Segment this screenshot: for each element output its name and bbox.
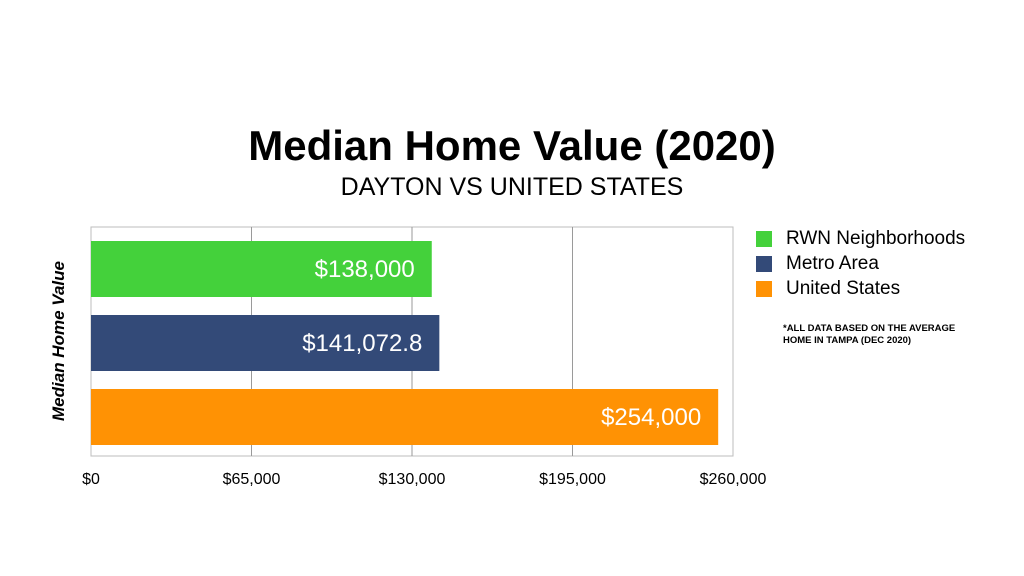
legend: RWN Neighborhoods Metro Area United Stat…: [756, 226, 1018, 301]
legend-item-rwn-neighborhoods: RWN Neighborhoods: [756, 226, 1018, 251]
legend-item-united-states: United States: [756, 276, 1018, 301]
bar-data-label: $138,000: [315, 256, 415, 283]
x-tick-label: $0: [82, 471, 100, 488]
legend-item-metro-area: Metro Area: [756, 251, 1018, 276]
x-tick-label: $195,000: [539, 471, 606, 488]
x-tick-label: $65,000: [223, 471, 281, 488]
legend-swatch-rwn-neighborhoods: [756, 230, 772, 247]
legend-label-united-states: United States: [786, 278, 901, 299]
legend-swatch-united-states: [756, 280, 772, 297]
legend-swatch-metro-area: [756, 255, 772, 272]
x-tick-label: $260,000: [700, 471, 767, 488]
chart-title: Median Home Value (2020): [248, 122, 776, 169]
footnote: *ALL DATA BASED ON THE AVERAGE HOME IN T…: [783, 323, 956, 346]
bar: [91, 241, 432, 297]
bar-data-label: $141,072.8: [302, 330, 422, 357]
legend-label-rwn-neighborhoods: RWN Neighborhoods: [786, 228, 966, 249]
x-tick-label: $130,000: [379, 471, 446, 488]
bar: [91, 389, 719, 445]
chart-subtitle: DAYTON VS UNITED STATES: [340, 173, 684, 201]
legend-label-metro-area: Metro Area: [786, 253, 879, 274]
bar-data-label: $254,000: [601, 404, 701, 431]
bar: [91, 315, 440, 371]
